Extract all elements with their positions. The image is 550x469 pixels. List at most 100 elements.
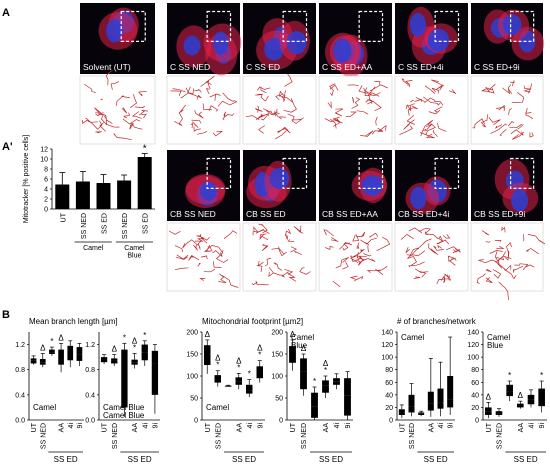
category-label: SS NED — [215, 423, 222, 449]
significance-mark: Δ — [112, 345, 118, 354]
panel-sample-label: Camel Blue — [103, 411, 145, 420]
y-tick-label: 4 — [44, 187, 48, 194]
mitochondrial-network-skeleton — [400, 227, 461, 285]
mitochondrial-network-skeleton — [399, 77, 457, 139]
nucleus-stain — [212, 31, 229, 55]
mitotracker-bar-chart: 0 2 4 6 8 10 12 Mitotracker [% positive cells] U… — [23, 135, 155, 260]
micrograph-label: CB SS ED+AA — [322, 209, 378, 219]
box-upper — [49, 349, 55, 353]
y-tick-label: 150 — [271, 352, 283, 359]
significance-mark: * — [50, 337, 53, 346]
y-tick-label: 200 — [271, 330, 283, 337]
box-lower — [111, 360, 118, 364]
y-tick-label: 120 — [381, 342, 393, 349]
bar — [75, 181, 90, 209]
micrograph-a0: Solvent (UT) — [80, 3, 155, 74]
micrograph-label: CB SS NED — [170, 209, 216, 219]
category-label: SS NED — [112, 423, 119, 449]
box-lower — [203, 354, 211, 365]
box-upper — [39, 359, 46, 363]
box-lower — [427, 403, 434, 411]
nucleus-stain — [502, 14, 522, 36]
inset-box — [120, 10, 146, 42]
skeleton-ap4 — [470, 222, 546, 300]
skeleton-frame — [166, 222, 241, 292]
box-lower — [506, 391, 513, 397]
group-label: Camel — [124, 245, 145, 252]
box-upper — [517, 403, 524, 406]
nucleus-stain — [183, 35, 201, 56]
significance-mark: * — [313, 377, 316, 386]
skeleton-ap1 — [242, 222, 317, 292]
inset-box — [206, 157, 232, 189]
panel-sample-label: Camel — [487, 333, 510, 342]
y-axis-label: Mitotracker [% positive cells] — [23, 135, 30, 223]
box-upper — [67, 345, 74, 354]
mitochondrial-network-skeleton — [168, 230, 239, 288]
box-lower — [224, 386, 232, 387]
micrograph-label: C SS ED+9i — [474, 62, 520, 72]
category-label: UT — [399, 422, 406, 432]
y-tick-label: 80 — [471, 367, 479, 374]
significance-mark: Δ — [257, 344, 263, 353]
category-label: 9i — [257, 423, 264, 429]
significance-mark: * — [133, 343, 136, 352]
y-tick-label: 6 — [44, 177, 48, 184]
y-tick-label: 1.2 — [85, 342, 95, 349]
category-label: 9i — [448, 423, 455, 429]
panel-sample-label: Camel Blue — [103, 403, 145, 412]
box-lower — [495, 413, 503, 415]
y-tick-label: 0 — [44, 207, 48, 214]
box-lower — [398, 412, 405, 415]
category-label: UT — [290, 422, 297, 432]
micrograph-a3: C SS ED+AA — [319, 3, 392, 77]
significance-mark: * — [508, 371, 511, 380]
group-label: SS ED — [54, 455, 78, 464]
mitochondrial-network-skeleton — [476, 226, 546, 300]
category-label: 4i — [438, 423, 445, 429]
skeleton-frame — [394, 75, 469, 145]
box-lower — [437, 402, 444, 409]
inset-box — [282, 157, 308, 189]
micrograph-row-camel: Solvent (UT) C SS NED C SS ED C SS ED+AA C S… — [79, 3, 545, 145]
skeleton-frame — [242, 75, 317, 145]
box-lower — [300, 371, 307, 390]
box-lower — [235, 381, 243, 385]
box-lower — [30, 360, 37, 364]
box-lower — [121, 376, 128, 408]
box-upper — [427, 391, 434, 404]
box-lower — [344, 395, 351, 416]
micrograph-label: C SS ED — [246, 62, 280, 72]
box-lower — [67, 354, 74, 361]
micrograph-ap1: CB SS ED — [243, 150, 316, 221]
y-tick-label: 100 — [186, 374, 198, 381]
box-lower — [447, 399, 454, 408]
y-tick-label: 0.0 — [15, 418, 25, 425]
box-upper — [289, 346, 296, 354]
skeleton-ap3 — [394, 222, 469, 292]
box-lower — [311, 406, 318, 418]
box-upper — [300, 358, 307, 372]
significance-mark: Δ — [323, 359, 329, 368]
box-lower — [214, 379, 222, 383]
category-label: AA — [236, 423, 243, 433]
box-plot-panels: Mean branch length [µm] 0.0 0.4 0.8 1.2 Camel… — [15, 317, 547, 464]
category-label: UT — [205, 422, 212, 432]
micrograph-ap0: CB SS NED — [167, 150, 240, 221]
box-upper — [527, 394, 535, 400]
nucleus-stain — [409, 12, 426, 37]
mitochondrial-network-skeleton — [324, 80, 388, 137]
box-lower — [256, 372, 264, 379]
significance-mark: * — [123, 333, 126, 342]
box-upper — [322, 380, 329, 386]
box-lower — [49, 352, 55, 354]
y-tick-label: 100 — [381, 355, 393, 362]
y-tick-label: 100 — [271, 374, 283, 381]
y-tick-label: 100 — [467, 355, 479, 362]
category-label: UT — [486, 422, 493, 432]
box-lower — [538, 398, 545, 407]
box-panel-footprint_camel: Mitochondrial footprint [µm2] 0 50 100 150 20… — [186, 317, 303, 464]
y-tick-label: 0.8 — [15, 367, 25, 374]
